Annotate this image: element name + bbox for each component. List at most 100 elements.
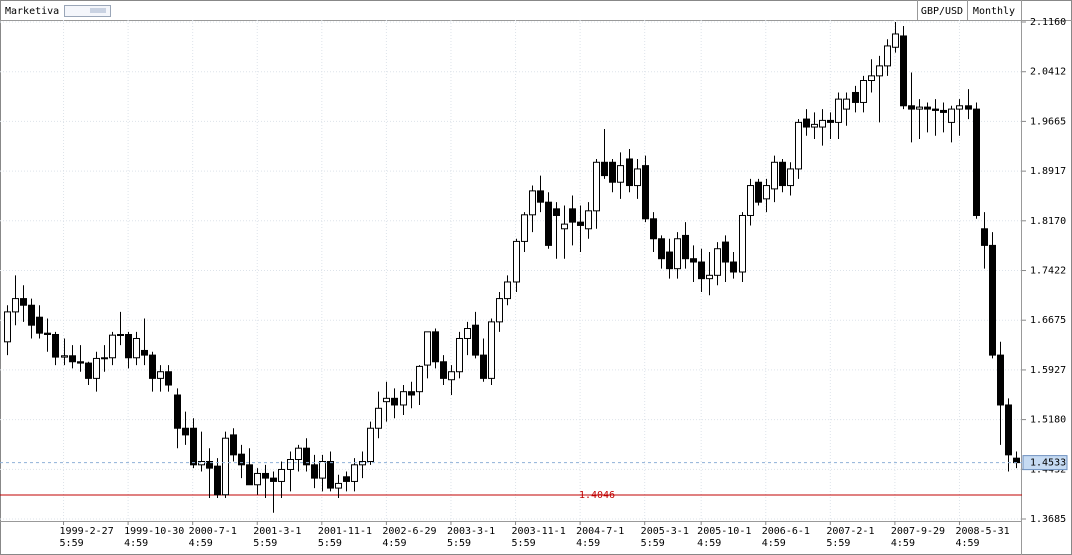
candle-body [626,158,633,187]
candle-body [965,105,972,110]
candle-body [843,98,850,110]
toolbar-icon [90,8,106,13]
candle-body [335,482,342,489]
candle-body [892,33,899,48]
candle-body [819,119,826,128]
candle-body [739,214,746,273]
candle-body [948,108,955,123]
candle-body [311,464,318,479]
y-tick-label: 1.8170 [1030,216,1066,227]
y-tick-label: 1.5927 [1030,365,1066,376]
candle-body [190,427,197,466]
candle-body [52,333,59,358]
x-tick-time: 4:59 [697,538,721,549]
candle-body [642,165,649,220]
candle-body [956,105,963,110]
x-tick-time: 4:59 [576,538,600,549]
candle-body [61,355,68,358]
candle-body [117,333,124,336]
x-tick-time: 4:59 [382,538,406,549]
candle-body [876,65,883,77]
candle-body [391,397,398,406]
candle-body [400,391,407,406]
candle-body [416,365,423,393]
y-tick-label: 1.6675 [1030,315,1066,326]
y-tick-label: 2.1160 [1030,17,1066,28]
candle-body [182,427,189,436]
candle-body [779,161,786,187]
candle-body [480,354,487,379]
candle-body [375,407,382,429]
x-tick-label: 2005-10-1 [697,526,751,537]
x-tick-time: 5:59 [512,538,536,549]
candle-body [424,331,431,366]
candle-body [722,241,729,263]
candle-body [432,331,439,363]
candle-body [69,355,76,363]
chart-title: Marketiva [5,6,59,17]
candle-body [795,121,802,170]
x-tick-time: 5:59 [641,538,665,549]
x-tick-label: 2004-7-1 [576,526,624,537]
candle-body [989,244,996,356]
candle-body [835,98,842,123]
candle-body [488,321,495,379]
candle-body [666,251,673,270]
reference-label: 1.4046 [579,490,615,501]
candle-body [634,168,641,187]
candle-body [230,434,237,456]
candle-body [287,458,294,470]
candle-body [303,447,310,466]
candle-body [85,362,92,379]
candle-body [787,168,794,187]
candle-body [973,108,980,216]
candle-body [900,35,907,107]
candle-body [319,460,326,479]
candle-body [472,324,479,356]
candle-body [206,460,213,469]
candle-body [165,371,172,386]
candle-body [690,258,697,263]
candle-body [157,371,164,379]
x-tick-time: 4:59 [189,538,213,549]
candle-body [997,354,1004,406]
candle-body [1013,457,1020,464]
symbol: GBP/USD [921,6,963,17]
candle-body [771,161,778,190]
candle-body [601,161,608,177]
candle-body [521,214,528,242]
candle-body [343,476,350,482]
candle-body [763,185,770,200]
candle-body [278,468,285,482]
candle-body [20,298,27,306]
x-tick-time: 4:59 [124,538,148,549]
x-tick-time: 5:59 [447,538,471,549]
toolbar-box[interactable] [64,5,111,17]
candle-body [383,397,390,403]
candle-body [981,228,988,246]
last-price-box [1022,455,1068,471]
candle-body [553,208,560,216]
candle-body [755,181,762,203]
candle-body [12,298,19,313]
candle-body [513,240,520,283]
candle-body [44,332,51,335]
candle-body [246,464,253,486]
candle-body [36,316,43,334]
y-tick-label: 1.9665 [1030,116,1066,127]
x-tick-time: 5:59 [60,538,84,549]
candle-body [141,349,148,356]
candle-body [93,357,100,379]
x-tick-label: 2006-6-1 [762,526,810,537]
candle-body [860,80,867,103]
candle-body [714,248,721,276]
candle-body [827,119,834,123]
candle-body [585,210,592,230]
candle-body [238,453,245,466]
period: Monthly [973,6,1015,17]
candle-body [916,106,923,110]
x-tick-label: 2002-6-29 [382,526,436,537]
candle-body [1005,404,1012,456]
